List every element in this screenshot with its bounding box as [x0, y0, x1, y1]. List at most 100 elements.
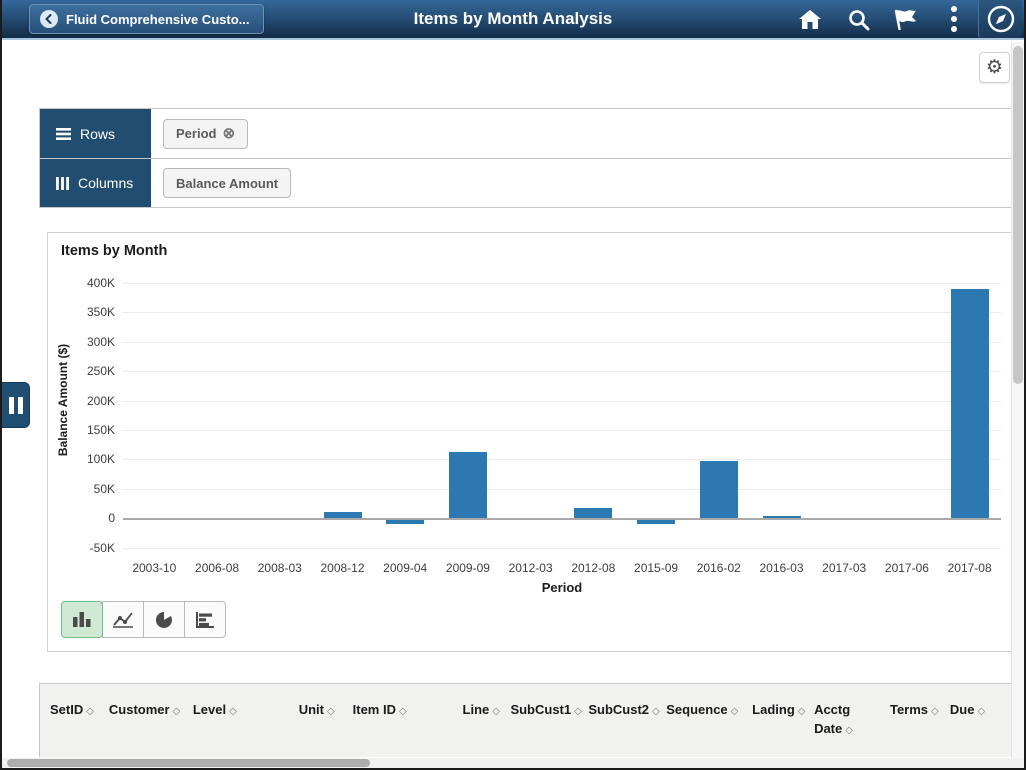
home-button[interactable] [786, 0, 834, 38]
navbar-button[interactable] [978, 0, 1022, 38]
bar-chart-icon [71, 610, 93, 629]
column-header-unit[interactable]: Unit ◇ [299, 701, 339, 720]
column-label: Level [192, 702, 227, 717]
chart-type-pie-button[interactable] [143, 601, 185, 638]
x-axis-tick-label: 2009-09 [445, 560, 490, 575]
pause-icon [8, 396, 23, 414]
horizontal-scrollbar[interactable] [2, 758, 1024, 768]
y-axis-tick-label: -50K [89, 540, 115, 555]
x-axis-tick-label: 2009-04 [383, 560, 428, 575]
column-label: Due [949, 702, 975, 717]
sort-diamond-icon[interactable]: ◇ [172, 706, 181, 717]
back-button-label: Fluid Comprehensive Custo... [66, 11, 250, 27]
horizontal-scrollbar-thumb[interactable] [7, 759, 370, 767]
x-axis-tick-label: 2015-09 [634, 560, 679, 575]
columns-icon [56, 176, 69, 190]
column-header-subcust2[interactable]: SubCust2 ◇ [588, 701, 659, 720]
vertical-scrollbar[interactable] [1011, 42, 1024, 758]
columns-header[interactable]: Columns [40, 159, 151, 207]
chart-card: Items by Month Balance Amount ($) 400K 35… [47, 232, 1012, 652]
chart-type-line-button[interactable] [102, 601, 144, 638]
gridline [123, 283, 1001, 284]
header-actions [786, 0, 1022, 38]
balance-amount-facet-label: Balance Amount [176, 175, 279, 191]
columns-facets: Balance Amount [151, 159, 1011, 207]
bar-2016-03 [762, 515, 801, 519]
sort-diamond-icon[interactable]: ◇ [574, 706, 582, 717]
line-chart-icon [111, 610, 135, 630]
gridline [123, 518, 1001, 521]
sort-diamond-icon[interactable]: ◇ [492, 706, 500, 717]
column-label: Terms [889, 702, 929, 717]
options-gear-button[interactable]: ⚙ [979, 52, 1010, 83]
gridline [123, 488, 1001, 490]
rows-row: Rows Period ⊗ [40, 109, 1011, 158]
column-header-due[interactable]: Due ◇ [950, 701, 1014, 720]
columns-row: Columns Balance Amount [40, 158, 1011, 207]
vertical-scrollbar-thumb[interactable] [1013, 46, 1023, 384]
bar-2009-04 [386, 520, 425, 524]
x-axis-tick-label: 2008-03 [257, 560, 302, 575]
x-axis-title: Period [541, 580, 583, 595]
column-header-line[interactable]: Line ◇ [463, 701, 500, 720]
column-header-item-id[interactable]: Item ID ◇ [353, 701, 449, 720]
bar-2015-09 [637, 520, 676, 524]
sort-diamond-icon[interactable]: ◇ [977, 706, 986, 717]
sort-diamond-icon[interactable]: ◇ [229, 706, 237, 717]
flag-icon [893, 8, 919, 30]
x-axis-tick-label: 2017-03 [822, 560, 867, 575]
y-axis-tick-label: 300K [86, 334, 115, 349]
sort-diamond-icon[interactable]: ◇ [398, 706, 407, 717]
y-axis-tick-label: 0 [108, 511, 115, 526]
notifications-flag-button[interactable] [882, 0, 930, 38]
column-label: Customer [108, 702, 170, 717]
gear-icon: ⚙ [985, 57, 1004, 78]
back-button[interactable]: Fluid Comprehensive Custo... [29, 4, 264, 34]
remove-facet-icon[interactable]: ⊗ [222, 125, 236, 142]
column-header-lading[interactable]: Lading ◇ [752, 701, 805, 720]
balance-amount-facet-chip[interactable]: Balance Amount [163, 168, 292, 198]
gridline [123, 430, 1001, 431]
results-table-header: SetID ◇ Customer ◇ Level ◇ Unit ◇ Item ID ◇ Line ◇ S… [39, 683, 1024, 757]
column-header-sequence[interactable]: Sequence ◇ [666, 701, 738, 720]
expand-side-panel-button[interactable] [2, 382, 30, 428]
sort-diamond-icon[interactable]: ◇ [327, 706, 335, 717]
column-header-subcust1[interactable]: SubCust1 ◇ [510, 701, 581, 720]
column-header-customer[interactable]: Customer ◇ [108, 701, 181, 720]
gridline [123, 341, 1001, 343]
chart-type-horizontal-bar-button[interactable] [184, 601, 226, 638]
y-axis-tick-label: 350K [86, 305, 115, 320]
y-axis-tick-label: 100K [86, 452, 115, 467]
column-header-terms[interactable]: Terms ◇ [889, 701, 939, 720]
rows-header[interactable]: Rows [40, 109, 151, 158]
column-header-setid[interactable]: SetID ◇ [50, 701, 95, 720]
search-button[interactable] [834, 0, 882, 38]
horizontal-bar-chart-icon [194, 610, 216, 630]
x-axis-tick-label: 2012-08 [571, 560, 616, 575]
actions-menu-button[interactable] [930, 0, 978, 38]
column-header-level[interactable]: Level ◇ [193, 701, 285, 720]
sort-diamond-icon[interactable]: ◇ [845, 724, 853, 736]
sort-diamond-icon[interactable]: ◇ [730, 706, 739, 717]
column-header-acctg-date[interactable]: Acctg Date ◇ [814, 701, 876, 739]
x-axis-tick-label: 2017-08 [947, 560, 992, 575]
x-axis-tick-label: 2012-03 [508, 560, 553, 575]
home-icon [798, 8, 822, 30]
chart-type-bar-button[interactable] [61, 601, 103, 638]
sort-diamond-icon[interactable]: ◇ [86, 706, 94, 717]
sort-diamond-icon[interactable]: ◇ [652, 706, 660, 717]
sort-diamond-icon[interactable]: ◇ [931, 706, 939, 717]
search-icon [847, 8, 870, 31]
gridline [123, 371, 1001, 373]
sort-diamond-icon[interactable]: ◇ [797, 706, 806, 717]
column-label: Sequence [666, 702, 728, 717]
column-label: Lading [752, 702, 795, 717]
x-axis-tick-label: 2003-10 [132, 560, 177, 575]
bar-2009-09 [448, 451, 487, 519]
gridline [123, 400, 1001, 402]
bar-2012-08 [574, 508, 613, 519]
period-facet-chip[interactable]: Period ⊗ [163, 118, 249, 149]
period-facet-label: Period [176, 126, 217, 141]
chart-title: Items by Month [61, 243, 168, 259]
